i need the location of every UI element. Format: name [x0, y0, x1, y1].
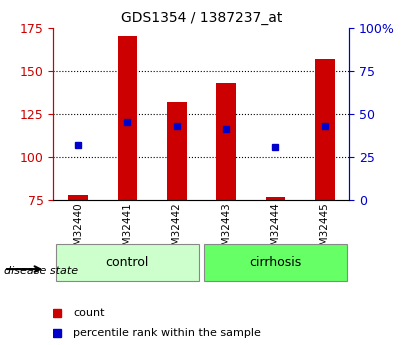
FancyBboxPatch shape — [204, 244, 347, 281]
Bar — [266, 197, 285, 200]
Text: control: control — [106, 256, 149, 269]
Title: GDS1354 / 1387237_at: GDS1354 / 1387237_at — [121, 11, 282, 25]
Bar — [167, 102, 187, 200]
Text: disease state: disease state — [4, 266, 78, 276]
Bar — [68, 195, 88, 200]
Text: GSM32442: GSM32442 — [172, 202, 182, 259]
Text: percentile rank within the sample: percentile rank within the sample — [73, 328, 261, 338]
Text: GSM32440: GSM32440 — [73, 202, 83, 259]
Bar — [118, 36, 137, 200]
Text: GSM32445: GSM32445 — [320, 202, 330, 259]
Text: count: count — [73, 308, 105, 317]
Text: GSM32441: GSM32441 — [122, 202, 132, 259]
Bar — [315, 59, 335, 200]
FancyBboxPatch shape — [56, 244, 199, 281]
Text: cirrhosis: cirrhosis — [249, 256, 302, 269]
Text: GSM32444: GSM32444 — [270, 202, 280, 259]
Text: GSM32443: GSM32443 — [221, 202, 231, 259]
Bar — [216, 83, 236, 200]
